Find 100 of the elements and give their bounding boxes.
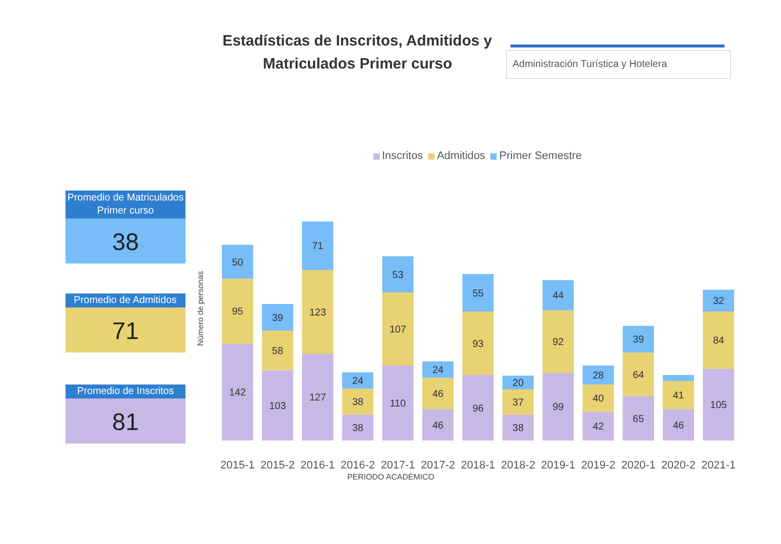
legend-label: Inscritos (382, 150, 423, 162)
bar (262, 370, 294, 440)
bar (582, 412, 614, 440)
bar (222, 244, 254, 279)
chart-title: Estadísticas de Inscritos, Admitidos y Matriculados Primer curso (222, 32, 493, 72)
data-label: 38 (512, 423, 524, 434)
bar (262, 304, 294, 331)
x-tick-label: 2015-2 (260, 460, 295, 472)
bar (422, 378, 454, 410)
data-label: 84 (712, 336, 724, 347)
bar (302, 222, 334, 270)
bar (622, 396, 654, 440)
bar (662, 381, 694, 410)
bar (342, 372, 374, 389)
data-label: 96 (472, 403, 484, 414)
data-label: 28 (592, 370, 604, 382)
text: 71 (112, 318, 139, 345)
bar (342, 414, 374, 440)
bar (382, 292, 414, 366)
data-label: 41 (672, 390, 684, 402)
data-label: 58 (272, 346, 284, 357)
bar (702, 290, 734, 312)
x-tick-label: 2020-2 (661, 460, 696, 472)
bar (462, 375, 494, 440)
data-label: 123 (309, 307, 326, 318)
bar (582, 365, 614, 385)
y-axis-title: Número de personas (196, 271, 205, 346)
text: 38 (112, 229, 139, 256)
data-label: 46 (432, 388, 444, 400)
bar (342, 388, 374, 415)
x-axis-title: PERIODO ACADÉMICO (347, 472, 434, 482)
text: Administración Turística y Hotelera (512, 59, 668, 70)
data-label: 95 (232, 306, 244, 318)
data-label: 110 (390, 398, 406, 410)
bar (622, 326, 654, 352)
text: Promedio de Matriculados Primer curso (67, 192, 184, 217)
text: 81 (112, 409, 139, 436)
data-label: 53 (392, 270, 404, 281)
data-label: 142 (229, 388, 246, 399)
data-label: 71 (312, 241, 324, 252)
data-label: 65 (632, 414, 644, 425)
text: Promedio de Admitidos (74, 295, 177, 306)
bar (662, 375, 694, 382)
data-label: 50 (232, 257, 244, 268)
bar (462, 312, 494, 376)
bar (502, 376, 534, 390)
data-label: 42 (592, 422, 604, 433)
x-tick-label: 2018-2 (500, 460, 536, 472)
bar (622, 352, 654, 396)
bar (502, 414, 534, 440)
data-label: 40 (592, 394, 604, 405)
data-label: 99 (552, 402, 564, 414)
bar (542, 280, 574, 310)
x-tick-label: 2020-1 (621, 460, 656, 472)
data-label: 24 (352, 376, 364, 387)
x-tick-label: 2017-2 (420, 460, 456, 472)
x-tick-label: 2017-1 (380, 460, 415, 472)
bar (262, 330, 294, 370)
data-label: 20 (512, 378, 524, 390)
data-label: 46 (432, 420, 444, 432)
x-tick-label: 2021-1 (701, 460, 736, 472)
x-tick-label: 2015-1 (220, 460, 255, 472)
x-tick-label: 2018-1 (460, 460, 496, 472)
data-label: 127 (309, 392, 326, 404)
text: Promedio de Inscritos (77, 386, 174, 397)
bar (382, 365, 414, 440)
data-label: 37 (512, 397, 524, 408)
legend-label: Admitidos (436, 150, 486, 162)
bar (542, 310, 574, 373)
data-label: 55 (472, 288, 484, 300)
x-tick-label: 2019-1 (541, 460, 576, 472)
data-label: 38 (352, 397, 364, 408)
data-label: 39 (272, 312, 284, 324)
bar (662, 409, 694, 440)
bar (222, 344, 254, 440)
data-label: 32 (712, 296, 724, 308)
data-label: 92 (552, 337, 564, 348)
bar (542, 372, 574, 440)
bar (582, 384, 614, 412)
bar (302, 354, 334, 440)
data-label: 39 (632, 334, 644, 346)
data-label: 38 (352, 423, 364, 434)
data-label: 93 (472, 338, 484, 350)
data-label: 103 (269, 400, 286, 412)
bar (422, 409, 454, 440)
data-label: 24 (432, 365, 444, 376)
data-label: 107 (389, 324, 407, 336)
data-label: 64 (632, 370, 644, 381)
bar (382, 256, 414, 292)
bar (222, 278, 254, 344)
x-tick-label: 2016-2 (340, 460, 375, 472)
bar (502, 389, 534, 415)
bar (462, 274, 494, 312)
data-label: 105 (710, 400, 728, 412)
bar (302, 270, 334, 354)
x-tick-label: 2016-1 (300, 460, 335, 472)
x-tick-label: 2019-2 (581, 460, 616, 472)
data-label: 44 (552, 290, 564, 302)
data-label: 46 (672, 420, 684, 432)
bar (702, 368, 734, 440)
